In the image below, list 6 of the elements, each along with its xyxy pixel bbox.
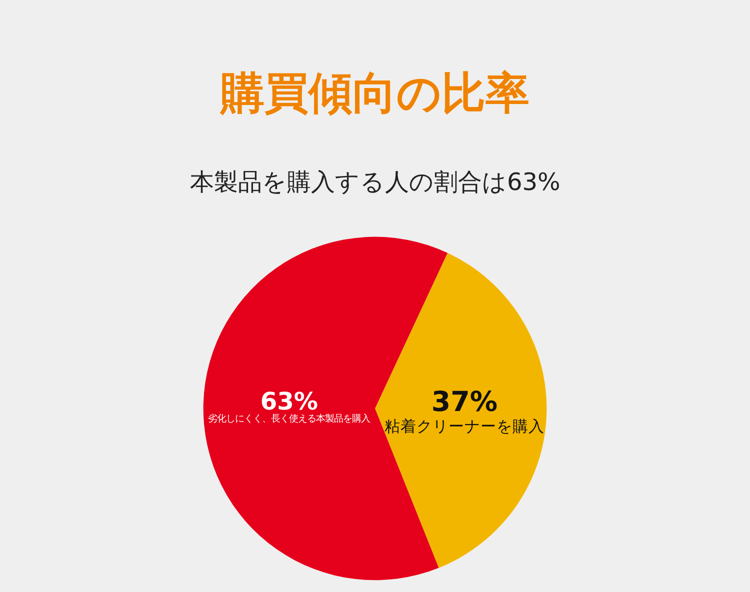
- chart-title: 購買傾向の比率: [220, 68, 530, 119]
- slice-label: 劣化しにくく、長く使える本製品を購入: [208, 414, 370, 425]
- data-label: 37%: [431, 384, 498, 418]
- slice-label: 粘着クリーナーを購入: [384, 416, 544, 436]
- chart-subtitle: 本製品を購入する人の割合は63%: [190, 168, 560, 196]
- pie-slice: [375, 252, 547, 568]
